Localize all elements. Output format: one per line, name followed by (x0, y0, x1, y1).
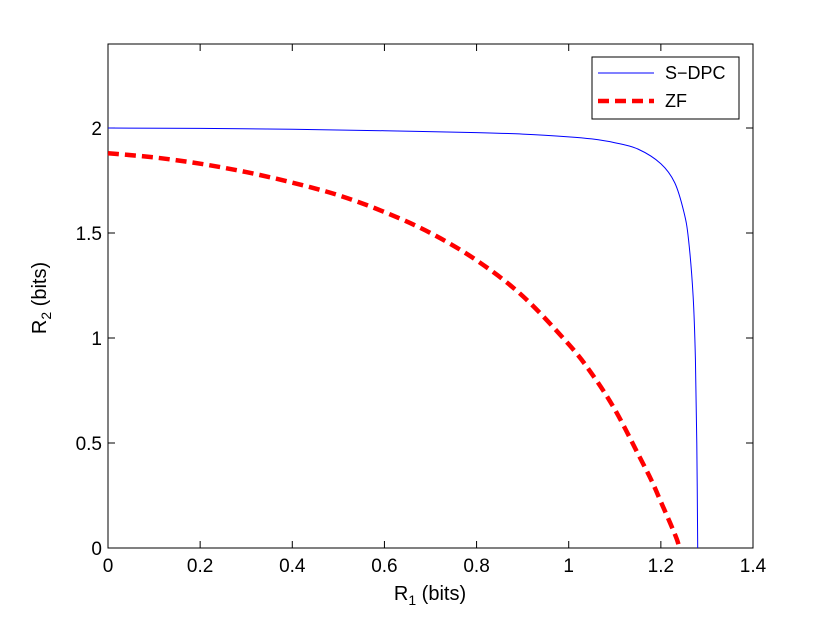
legend-label-zf: ZF (665, 91, 687, 111)
legend-box (591, 56, 740, 120)
y-axis-label: R2 (bits) (29, 262, 54, 334)
x-tick-label: 1.4 (740, 556, 767, 577)
x-tick-label: 0.8 (463, 556, 489, 577)
x-tick-label: 0.6 (371, 556, 397, 577)
series-layer (107, 127, 699, 549)
x-axis-label-main: R (394, 583, 408, 605)
y-tick-label: 1 (91, 329, 102, 350)
y-tick-label: 0.5 (76, 434, 102, 455)
series-line-zf (107, 150, 682, 549)
legend: S−DPC ZF (591, 56, 740, 120)
y-tick-label: 2 (91, 119, 102, 140)
x-tick-label: 0.2 (187, 556, 213, 577)
y-axis-label-main: R (29, 320, 51, 334)
legend-label-s-dpc: S−DPC (665, 63, 726, 83)
plot-area (107, 43, 754, 549)
x-tick-label: 1.2 (648, 556, 674, 577)
x-axis-ticks: 0 0.2 0.4 0.6 0.8 1 1.2 1.4 (103, 44, 767, 577)
x-axis-label: R1 (bits) (394, 583, 466, 608)
x-tick-label: 1 (563, 556, 574, 577)
y-axis-label-subscript: 2 (38, 312, 54, 320)
x-axis-label-subscript: 1 (408, 592, 416, 608)
y-tick-label: 0 (91, 539, 102, 560)
series-line-s-dpc (107, 127, 699, 549)
x-tick-label: 0 (103, 556, 114, 577)
y-tick-label: 1.5 (76, 224, 102, 245)
x-tick-label: 0.4 (279, 556, 306, 577)
x-axis-label-unit: (bits) (416, 583, 466, 605)
y-axis-label-unit: (bits) (29, 262, 51, 312)
